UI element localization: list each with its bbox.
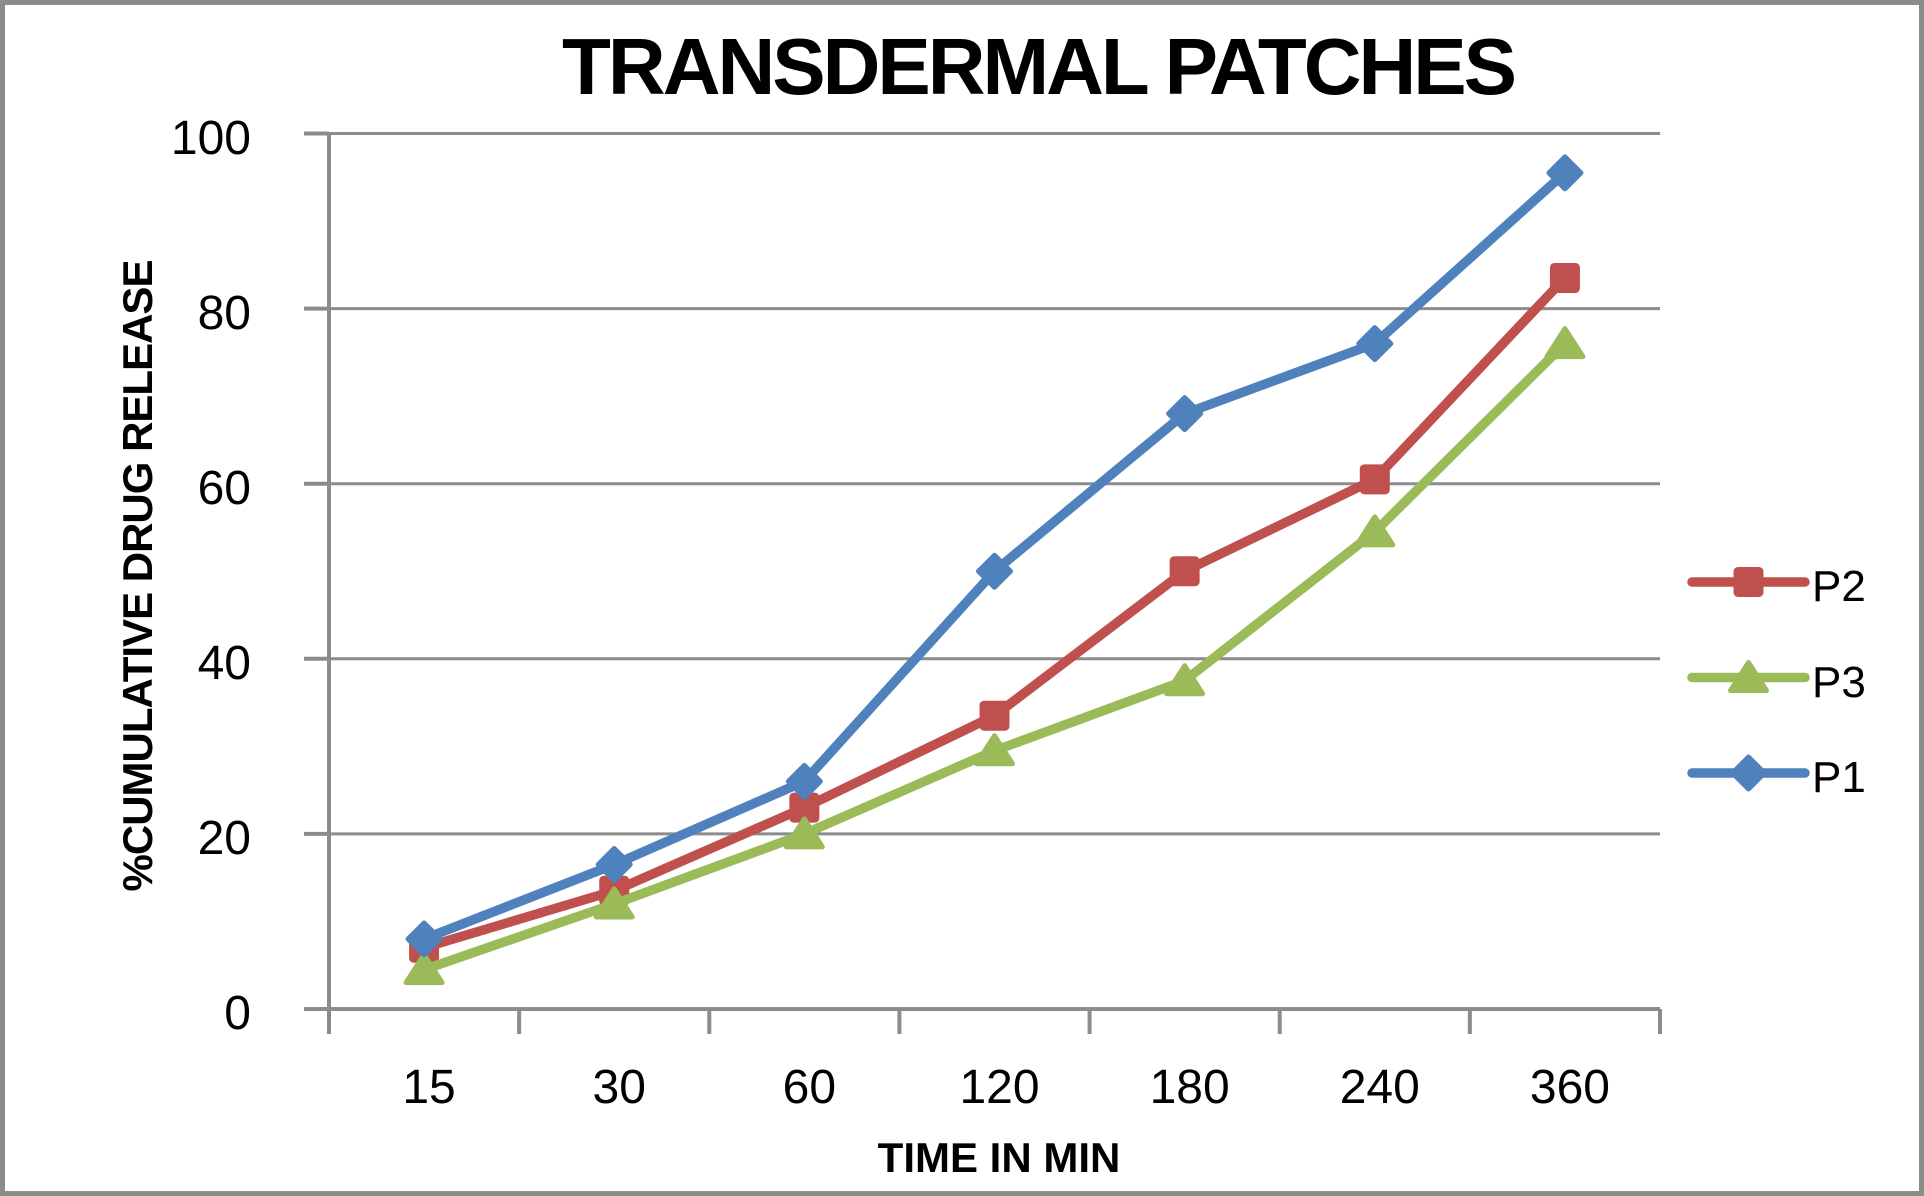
marker-P3-360 bbox=[1544, 326, 1586, 360]
marker-P2-120 bbox=[979, 700, 1010, 731]
chart-title: TRANSDERMAL PATCHES bbox=[562, 22, 1517, 111]
marker-P3-180 bbox=[1164, 663, 1206, 697]
x-tick-label-360: 360 bbox=[1529, 1061, 1610, 1114]
marker-P1-15 bbox=[405, 920, 443, 958]
y-tick-label-0: 0 bbox=[224, 987, 251, 1040]
marker-P1-360 bbox=[1546, 154, 1584, 192]
legend-marker-P1 bbox=[1730, 754, 1767, 792]
marker-P1-60 bbox=[785, 762, 823, 800]
plot-area bbox=[304, 131, 1810, 1034]
legend-marker-P3 bbox=[1728, 660, 1769, 693]
x-tick-label-30: 30 bbox=[592, 1061, 646, 1114]
x-axis-title: TIME IN MIN bbox=[877, 1134, 1121, 1181]
x-tick-label-240: 240 bbox=[1339, 1061, 1420, 1114]
y-tick-label-60: 60 bbox=[197, 461, 251, 515]
series-line-P2 bbox=[419, 273, 1570, 953]
y-tick-label-100: 100 bbox=[170, 111, 251, 165]
marker-P3-120 bbox=[974, 733, 1015, 767]
x-tick-label-60: 60 bbox=[782, 1061, 837, 1114]
marker-P1-30 bbox=[595, 846, 633, 884]
legend-label-P2: P2 bbox=[1812, 562, 1866, 611]
y-tick-label-20: 20 bbox=[197, 811, 251, 865]
legend-label-P3: P3 bbox=[1812, 657, 1866, 707]
x-tick-label-180: 180 bbox=[1149, 1061, 1230, 1114]
marker-P1-180 bbox=[1166, 395, 1204, 433]
marker-P2-180 bbox=[1169, 556, 1200, 587]
marker-P2-360 bbox=[1549, 262, 1580, 293]
y-tick-label-40: 40 bbox=[197, 636, 251, 690]
x-tick-label-15: 15 bbox=[402, 1061, 456, 1114]
x-tick-label-120: 120 bbox=[959, 1061, 1040, 1114]
marker-P3-30 bbox=[593, 886, 635, 920]
marker-P2-240 bbox=[1359, 464, 1390, 495]
y-tick-label-80: 80 bbox=[197, 286, 251, 340]
marker-P1-240 bbox=[1356, 325, 1394, 363]
legend-marker-P2 bbox=[1733, 567, 1764, 597]
marker-P3-15 bbox=[403, 952, 445, 986]
marker-P1-120 bbox=[976, 552, 1013, 590]
y-axis-title: %CUMULATIVE DRUG RELEASE bbox=[114, 260, 161, 892]
marker-P3-240 bbox=[1354, 514, 1396, 548]
legend-label-P1: P1 bbox=[1812, 753, 1866, 802]
marker-P3-60 bbox=[783, 816, 825, 850]
